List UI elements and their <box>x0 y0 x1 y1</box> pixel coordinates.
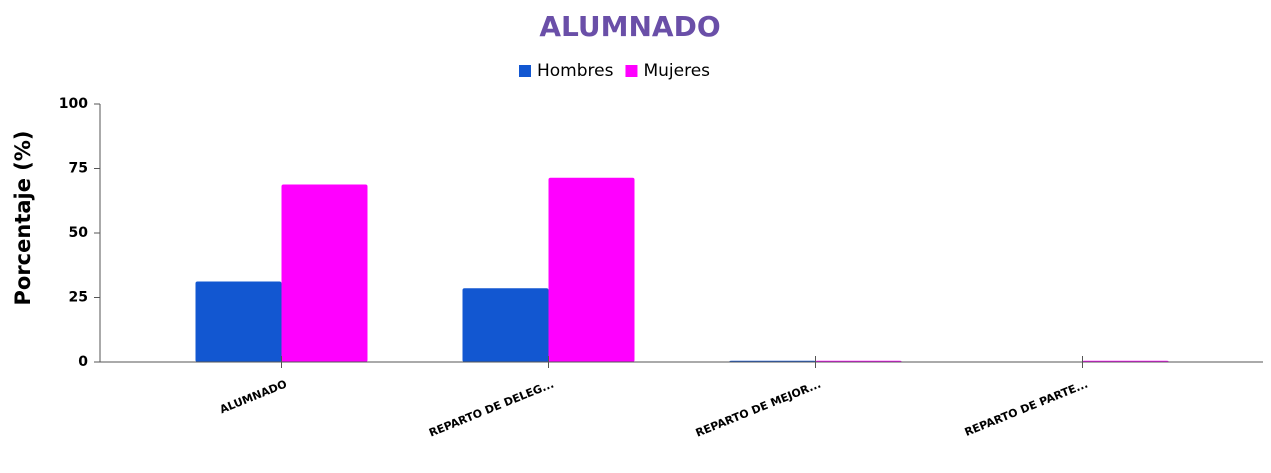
y-tick-label: 25 <box>69 290 88 306</box>
chart-title: ALUMNADO <box>539 10 720 43</box>
x-tick-label: REPARTO DE PARTE... <box>963 378 1090 439</box>
bar <box>195 281 282 362</box>
y-tick-label: 100 <box>59 96 88 112</box>
legend-label: Mujeres <box>643 61 710 81</box>
x-tick-label: REPARTO DE MEJOR... <box>694 378 823 440</box>
bar <box>462 288 549 362</box>
x-tick-label: REPARTO DE DELEG... <box>427 378 556 440</box>
x-tick-label: ALUMNADO <box>218 378 289 417</box>
y-tick-label: 0 <box>78 354 88 370</box>
bar <box>281 184 368 362</box>
bar <box>548 177 635 362</box>
legend-label: Hombres <box>537 61 614 81</box>
y-tick-label: 50 <box>69 225 89 241</box>
y-tick-label: 75 <box>69 161 88 177</box>
y-axis-label: Porcentaje (%) <box>11 130 35 305</box>
legend-swatch <box>625 65 638 77</box>
legend-swatch <box>519 65 531 77</box>
